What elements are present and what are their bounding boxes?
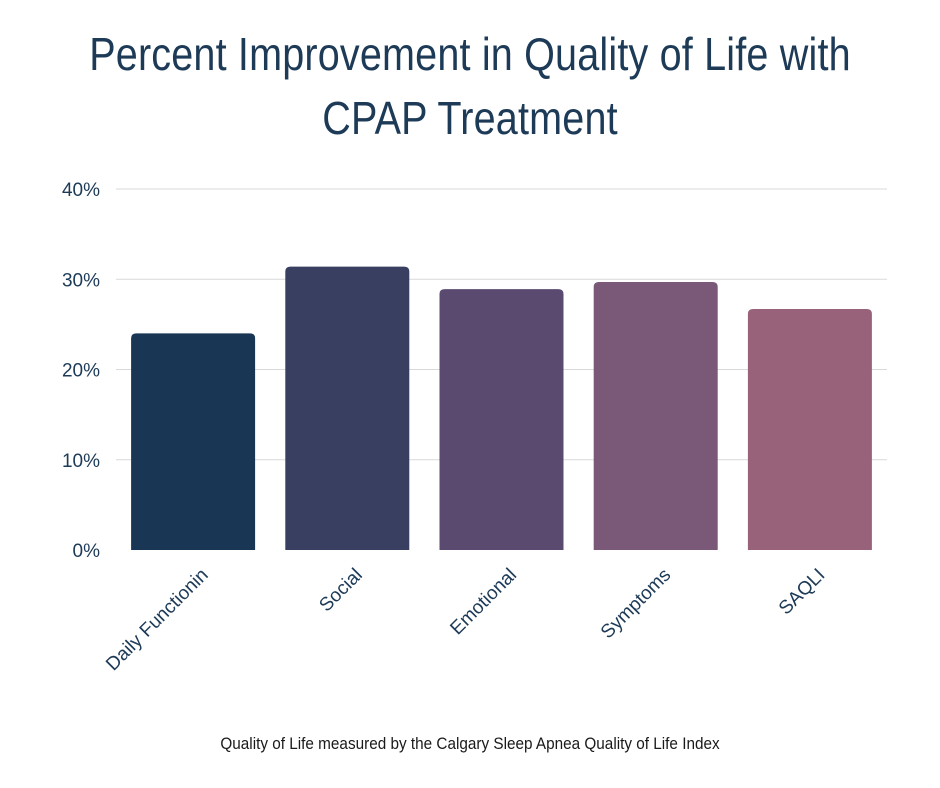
y-tick-label: 10%: [62, 451, 100, 472]
bar-emotional: [439, 289, 564, 550]
chart-caption: Quality of Life measured by the Calgary …: [220, 734, 720, 753]
x-tick-label: Symptoms: [597, 565, 675, 643]
bar-symptoms: [593, 281, 718, 550]
x-tick-label: SAQLI: [775, 565, 829, 619]
x-tick-label: Daily Functionin: [102, 565, 212, 675]
x-axis-tick-labels: Daily Functionin Social Emotional Symptoms S…: [102, 565, 829, 675]
y-tick-label: 20%: [62, 361, 100, 382]
bar-saqli: [747, 309, 872, 550]
x-tick-label: Emotional: [446, 565, 521, 640]
bar-social: [285, 266, 410, 550]
y-tick-label: 40%: [62, 180, 100, 201]
x-tick-label: Social: [315, 565, 366, 616]
bar-daily-functionin: [131, 333, 256, 550]
y-tick-label: 0%: [73, 541, 101, 562]
bars: [131, 266, 872, 550]
chart-title-line-2: CPAP Treatment: [322, 92, 618, 144]
chart-title: Percent Improvement in Quality of Life w…: [66, 22, 874, 150]
y-tick-label: 30%: [62, 270, 100, 291]
y-axis-tick-labels: 0% 10% 20% 30% 40%: [62, 180, 100, 562]
chart-title-line-1: Percent Improvement in Quality of Life w…: [89, 28, 851, 80]
